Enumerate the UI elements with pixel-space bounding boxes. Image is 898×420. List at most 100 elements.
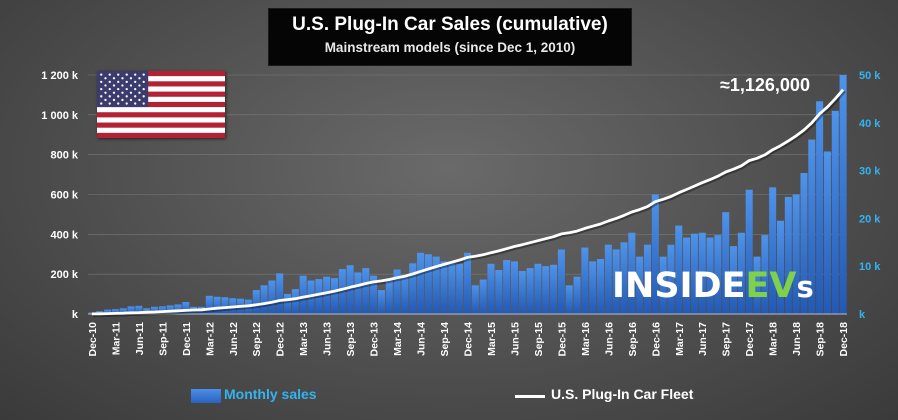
- title-box: U.S. Plug-In Car Sales (cumulative) Main…: [268, 8, 632, 66]
- x-tick-label: Jun-16: [603, 322, 615, 356]
- bar: [769, 187, 777, 314]
- bar: [284, 293, 292, 314]
- bar: [518, 270, 526, 314]
- bar: [784, 196, 792, 314]
- bar: [370, 275, 378, 314]
- bar: [111, 309, 119, 314]
- y-right-tick-label: 20 k: [859, 213, 881, 225]
- bar: [573, 276, 581, 314]
- x-tick-label: Dec-18: [838, 322, 850, 357]
- bar: [127, 306, 135, 314]
- x-tick-label: Dec-14: [463, 322, 475, 357]
- chart-title: U.S. Plug-In Car Sales (cumulative): [292, 14, 608, 35]
- bar: [221, 297, 229, 314]
- bar: [510, 261, 518, 314]
- x-tick-label: Mar-16: [580, 322, 592, 356]
- bar: [730, 246, 738, 314]
- bar: [362, 268, 370, 314]
- bar: [565, 285, 573, 314]
- x-tick-label: Sep-17: [721, 322, 733, 357]
- bar: [683, 237, 691, 314]
- bar: [432, 256, 440, 314]
- x-tick-label: Dec-13: [369, 322, 381, 357]
- x-tick-label: Mar-12: [204, 322, 216, 356]
- bar: [456, 263, 464, 314]
- bar: [346, 265, 354, 314]
- bar: [385, 280, 393, 314]
- bar: [291, 289, 299, 314]
- bar: [448, 262, 456, 314]
- bar: [307, 280, 315, 314]
- bar: [604, 244, 612, 314]
- x-tick-label: Jun-13: [322, 322, 334, 356]
- bar: [174, 304, 182, 314]
- bar: [268, 280, 276, 314]
- y-right-tick-label: k: [859, 309, 866, 321]
- bar: [839, 75, 847, 314]
- x-tick-label: Dec-16: [650, 322, 662, 357]
- bar: [393, 269, 401, 314]
- total-annotation: ≈1,126,000: [720, 75, 810, 95]
- bar: [338, 269, 346, 314]
- x-tick-label: Mar-14: [392, 322, 404, 356]
- y-left-tick-label: 1 200 k: [41, 70, 79, 82]
- legend-bars-label: Monthly sales: [224, 386, 317, 402]
- y-right-tick-label: 10 k: [859, 261, 881, 273]
- bar: [651, 194, 659, 314]
- bar: [166, 305, 174, 314]
- bar: [252, 290, 260, 314]
- bar: [150, 306, 159, 314]
- bar: [182, 302, 190, 314]
- legend-line-label: U.S. Plug-In Car Fleet: [551, 386, 694, 402]
- bar: [354, 272, 362, 314]
- y-left-tick-label: 600 k: [50, 190, 78, 202]
- bar: [463, 252, 472, 314]
- y-left-tick-label: 800 k: [50, 150, 78, 162]
- x-tick-label: Jun-12: [228, 322, 240, 356]
- bar: [589, 261, 597, 314]
- bar: [158, 306, 166, 314]
- bar: [659, 256, 667, 314]
- bar: [612, 249, 620, 314]
- x-tick-label: Sep-12: [251, 322, 263, 357]
- y-left-tick-label: k: [72, 309, 79, 321]
- bar: [557, 249, 565, 314]
- bar: [213, 296, 221, 314]
- x-tick-label: Dec-10: [87, 322, 99, 357]
- bar: [667, 244, 675, 314]
- bar: [808, 139, 816, 314]
- bar: [299, 275, 307, 314]
- bar: [581, 247, 589, 314]
- bar: [330, 278, 338, 314]
- bar: [135, 305, 143, 314]
- x-tick-label: Mar-18: [768, 322, 780, 356]
- bar: [698, 232, 706, 314]
- bar: [471, 285, 479, 314]
- bar: [636, 256, 644, 314]
- bar: [542, 266, 550, 314]
- us-flag-icon: [97, 71, 225, 138]
- bar: [597, 259, 605, 314]
- bar: [753, 256, 761, 314]
- legend-bar-swatch: [191, 389, 221, 403]
- bar: [792, 194, 800, 314]
- bar: [440, 261, 448, 314]
- bar: [831, 110, 839, 314]
- bar: [823, 151, 831, 314]
- y-right-tick-label: 30 k: [859, 166, 881, 178]
- bar: [479, 279, 487, 314]
- fleet-line: [91, 88, 845, 316]
- bar: [104, 309, 112, 314]
- bar: [276, 273, 284, 314]
- bar: [690, 233, 698, 314]
- bar: [315, 279, 323, 314]
- x-tick-label: Mar-17: [674, 322, 686, 356]
- bar: [675, 225, 683, 314]
- x-tick-label: Sep-11: [157, 322, 169, 356]
- x-tick-label: Sep-14: [439, 322, 451, 357]
- bar: [409, 263, 417, 314]
- bar: [737, 232, 745, 314]
- y-left-tick-label: 200 k: [50, 269, 78, 281]
- bar: [495, 270, 503, 314]
- bar: [776, 220, 785, 314]
